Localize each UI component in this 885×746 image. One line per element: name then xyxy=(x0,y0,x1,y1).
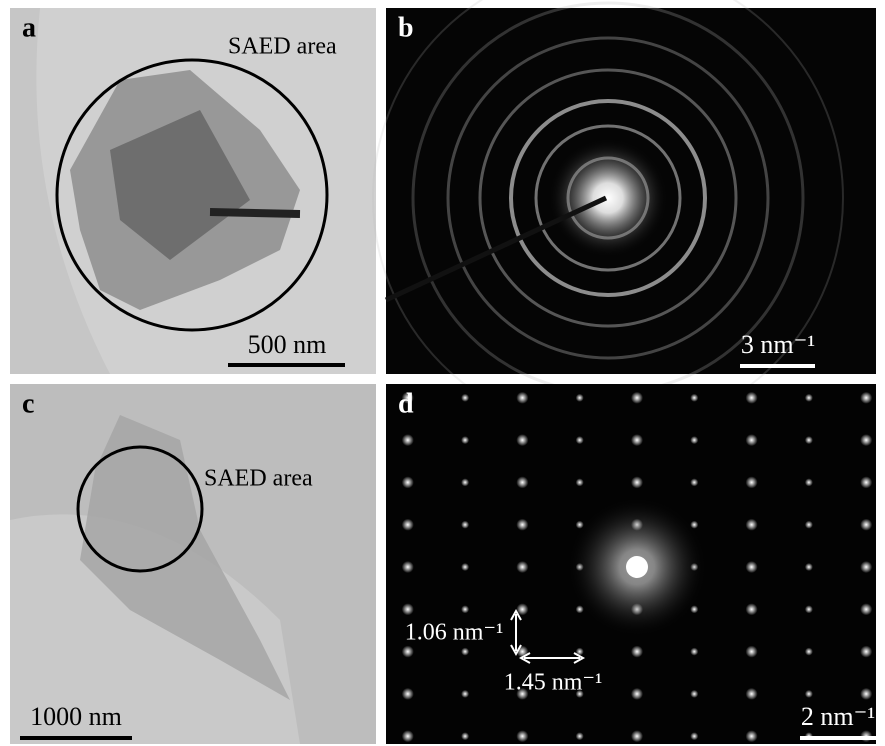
spot xyxy=(402,519,414,531)
spot xyxy=(860,476,872,488)
center-beam xyxy=(626,556,648,578)
spot xyxy=(402,476,414,488)
spot xyxy=(805,436,813,444)
panel-a: a SAED area 500 nm xyxy=(10,8,376,374)
annotation: SAED area xyxy=(228,34,337,60)
spot xyxy=(516,434,528,446)
spot xyxy=(690,690,698,698)
spot xyxy=(461,521,469,529)
spot xyxy=(461,478,469,486)
spot xyxy=(746,561,758,573)
spot xyxy=(516,392,528,404)
spot xyxy=(516,730,528,742)
spot xyxy=(402,561,414,573)
spot xyxy=(576,436,584,444)
spot xyxy=(631,434,643,446)
spot xyxy=(805,563,813,571)
spot xyxy=(805,394,813,402)
spot xyxy=(402,730,414,742)
spot xyxy=(690,394,698,402)
spot xyxy=(402,688,414,700)
spot xyxy=(461,648,469,656)
panel-label: a xyxy=(22,12,36,43)
scale-label: 500 nm xyxy=(248,330,327,359)
spot xyxy=(690,648,698,656)
spot xyxy=(746,392,758,404)
spot xyxy=(860,688,872,700)
spot xyxy=(461,394,469,402)
spot xyxy=(461,732,469,740)
flake xyxy=(210,212,300,214)
spot xyxy=(805,690,813,698)
spot xyxy=(805,478,813,486)
spot xyxy=(690,478,698,486)
spot xyxy=(461,690,469,698)
spot xyxy=(576,478,584,486)
spot xyxy=(860,392,872,404)
spot xyxy=(631,646,643,658)
spot xyxy=(690,436,698,444)
panel-b: b 3 nm⁻¹ xyxy=(373,0,876,433)
spot xyxy=(516,476,528,488)
spot xyxy=(461,436,469,444)
scale-label: 3 nm⁻¹ xyxy=(741,330,815,359)
spot xyxy=(631,392,643,404)
spot xyxy=(860,646,872,658)
spot xyxy=(631,730,643,742)
center-beam xyxy=(548,138,668,258)
spot xyxy=(402,603,414,615)
spacing-label: 1.45 nm⁻¹ xyxy=(504,670,603,696)
spot xyxy=(576,732,584,740)
spot xyxy=(516,519,528,531)
spot xyxy=(746,646,758,658)
spot xyxy=(746,730,758,742)
spot xyxy=(860,519,872,531)
annotation: SAED area xyxy=(204,466,313,492)
spot xyxy=(631,688,643,700)
spot xyxy=(746,434,758,446)
spot xyxy=(805,605,813,613)
spot xyxy=(461,605,469,613)
panel-label: c xyxy=(22,388,34,419)
spot xyxy=(576,394,584,402)
spacing-label: 1.06 nm⁻¹ xyxy=(405,620,504,646)
panel-d: d 1.06 nm⁻¹ 1.45 nm⁻¹ 2 nm⁻¹ xyxy=(386,384,878,744)
spot xyxy=(746,476,758,488)
panel-c: c SAED area 1000 nm xyxy=(10,384,376,744)
spot xyxy=(805,521,813,529)
spot xyxy=(402,646,414,658)
spot xyxy=(631,476,643,488)
spot xyxy=(690,732,698,740)
spot xyxy=(860,561,872,573)
figure: a SAED area 500 nm b 3 nm⁻¹ c SAED area … xyxy=(0,0,885,746)
spot xyxy=(860,603,872,615)
scale-label: 1000 nm xyxy=(30,702,122,731)
spot xyxy=(746,688,758,700)
spot xyxy=(461,563,469,571)
spot xyxy=(516,561,528,573)
spot xyxy=(746,519,758,531)
spot xyxy=(746,603,758,615)
spot xyxy=(860,434,872,446)
scale-label: 2 nm⁻¹ xyxy=(801,702,875,731)
spot xyxy=(402,434,414,446)
spot xyxy=(805,648,813,656)
panel-label: b xyxy=(398,12,414,43)
panel-label: d xyxy=(398,388,414,419)
